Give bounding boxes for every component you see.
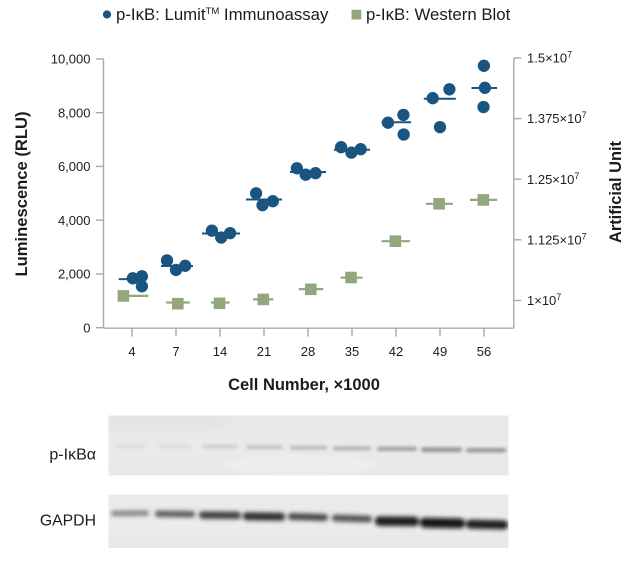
svg-text:1.5×107: 1.5×107 xyxy=(527,50,572,66)
svg-text:8,000: 8,000 xyxy=(58,105,91,120)
svg-text:21: 21 xyxy=(257,344,271,359)
svg-text:35: 35 xyxy=(345,344,359,359)
svg-text:1.125×107: 1.125×107 xyxy=(527,231,587,247)
svg-text:GAPDH: GAPDH xyxy=(40,513,96,530)
svg-text:p-IκBα: p-IκBα xyxy=(49,447,96,464)
svg-text:p-IκB: Western Blot: p-IκB: Western Blot xyxy=(366,5,511,24)
svg-text:Artificial Unit: Artificial Unit xyxy=(607,140,625,243)
svg-text:4: 4 xyxy=(128,344,135,359)
svg-text:Cell Number, ×1000: Cell Number, ×1000 xyxy=(228,376,380,394)
svg-text:0: 0 xyxy=(83,320,90,335)
svg-text:1.375×107: 1.375×107 xyxy=(527,110,587,126)
svg-text:1.25×107: 1.25×107 xyxy=(527,171,579,187)
svg-text:42: 42 xyxy=(389,344,403,359)
svg-text:4,000: 4,000 xyxy=(58,213,91,228)
svg-text:Luminescence (RLU): Luminescence (RLU) xyxy=(12,111,31,276)
svg-text:1×107: 1×107 xyxy=(527,292,561,308)
svg-text:14: 14 xyxy=(213,344,227,359)
svg-text:56: 56 xyxy=(477,344,491,359)
svg-text:p-IκB: LumitTM Immunoassay: p-IκB: LumitTM Immunoassay xyxy=(116,5,329,24)
svg-text:7: 7 xyxy=(172,344,179,359)
svg-text:2,000: 2,000 xyxy=(58,267,91,282)
svg-text:10,000: 10,000 xyxy=(51,52,91,67)
svg-text:49: 49 xyxy=(433,344,447,359)
svg-text:6,000: 6,000 xyxy=(58,159,91,174)
svg-text:28: 28 xyxy=(301,344,315,359)
